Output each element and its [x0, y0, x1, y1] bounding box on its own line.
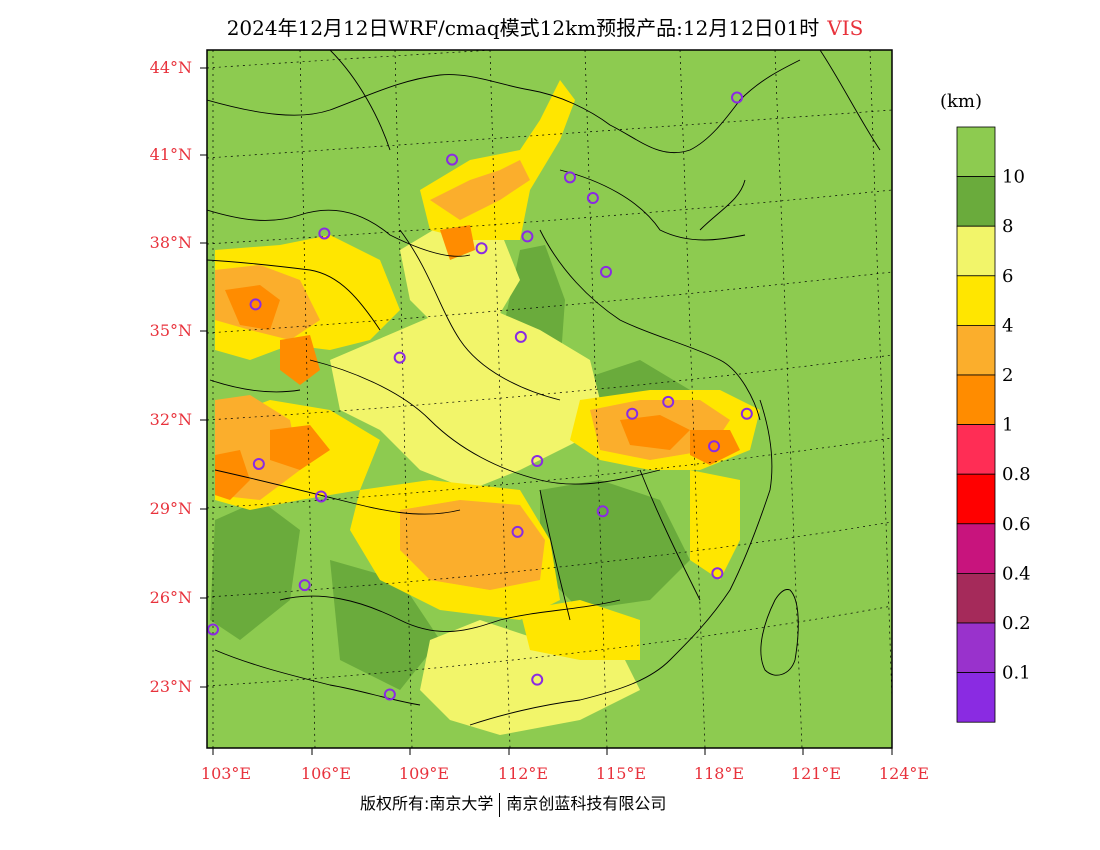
station-marker: [563, 171, 576, 184]
vis-zone-1-2: [270, 425, 330, 470]
vis-zone-4-6: [690, 470, 740, 580]
station-marker: [731, 91, 743, 104]
station-marker: [315, 490, 328, 503]
colorbar-label: 6: [1002, 266, 1013, 287]
credit-left: 版权所有:南京大学: [360, 794, 494, 813]
title-main: 2024年12月12日WRF/cmaq模式12km预报产品:12月12日01时: [226, 16, 820, 40]
vis-zone-6-8: [330, 300, 600, 490]
vis-zone-8-10: [210, 500, 300, 640]
credit-separator: [499, 792, 501, 817]
colorbar-swatch: [956, 374, 996, 425]
colorbar-swatch: [956, 473, 996, 525]
lat-label: 35°N: [150, 321, 192, 340]
graticule: [207, 50, 892, 748]
station-marker: [475, 242, 488, 255]
station-marker: [514, 330, 527, 343]
colorbar-swatch: [956, 523, 996, 574]
station-marker: [511, 525, 524, 538]
lat-label: 38°N: [150, 233, 192, 252]
station-marker: [298, 579, 311, 592]
lat-label: 23°N: [150, 677, 192, 696]
vis-zone-2-4: [430, 160, 530, 220]
vis-zone-1-2: [280, 335, 320, 385]
colorbar-swatch: [956, 126, 996, 177]
chart-title: 2024年12月12日WRF/cmaq模式12km预报产品:12月12日01时 V…: [0, 12, 1090, 41]
axis-ticks: [200, 67, 893, 755]
lon-label: 115°E: [596, 764, 646, 783]
colorbar-label: 1: [1002, 415, 1013, 436]
station-marker: [708, 440, 721, 453]
vis-zone-1-2: [690, 430, 740, 465]
station-markers: [207, 91, 753, 701]
vis-zone-1-2: [440, 225, 475, 260]
station-marker: [740, 407, 753, 420]
colorbar-label: 4: [1002, 315, 1013, 336]
vis-zone-4-6: [520, 600, 640, 660]
station-marker: [531, 455, 544, 468]
colorbar-label: 0.6: [1002, 514, 1031, 535]
colorbar-swatch: [956, 275, 996, 326]
vis-zone-2-4: [400, 500, 545, 590]
colorbar-label: 0.2: [1002, 613, 1031, 634]
station-marker: [662, 395, 675, 408]
map-frame: [206, 49, 893, 749]
colorbar-label: 0.4: [1002, 563, 1031, 584]
station-marker: [383, 688, 396, 701]
lon-label: 103°E: [201, 764, 251, 783]
boundary-lines: [207, 50, 881, 726]
credit-right: 南京创蓝科技有限公司: [506, 794, 667, 813]
lon-label: 106°E: [301, 764, 351, 783]
lat-label: 32°N: [150, 410, 192, 429]
station-marker: [446, 153, 459, 166]
lat-label: 41°N: [150, 145, 192, 164]
visibility-field: [210, 80, 760, 735]
colorbar-label: 0.1: [1002, 663, 1031, 684]
credit-line: 版权所有:南京大学 南京创蓝科技有限公司: [360, 790, 666, 817]
colorbar-label: 10: [1002, 167, 1025, 188]
station-marker: [207, 623, 219, 636]
vis-zone-8-10: [540, 480, 690, 610]
colorbar-swatch: [956, 225, 996, 277]
colorbar-label: 2: [1002, 365, 1013, 386]
lon-label: 109°E: [399, 764, 449, 783]
station-marker: [521, 230, 534, 243]
lon-label: 112°E: [498, 764, 548, 783]
vis-zone-8-10: [330, 560, 440, 690]
colorbar-label: 0.8: [1002, 464, 1031, 485]
colorbar-swatch: [956, 672, 996, 723]
colorbar-label: 8: [1002, 216, 1013, 237]
vis-zone-1-2: [215, 450, 250, 500]
lat-label: 29°N: [150, 499, 192, 518]
colorbar-swatch: [956, 573, 996, 624]
lat-label: 44°N: [150, 58, 192, 77]
latitude-labels: 44°N 41°N 38°N 35°N 32°N 29°N 26°N 23°N: [150, 58, 192, 696]
station-marker: [596, 505, 609, 518]
colorbar-swatch: [956, 622, 996, 673]
colorbar-unit: (km): [940, 91, 982, 112]
lon-label: 121°E: [791, 764, 841, 783]
station-marker: [249, 298, 262, 311]
lat-label: 26°N: [150, 588, 192, 607]
station-marker: [393, 351, 406, 364]
colorbar-swatch: [956, 324, 996, 376]
vis-zone-1-2: [620, 415, 690, 450]
colorbar-swatch: [956, 424, 996, 475]
station-marker: [531, 673, 544, 686]
title-variable: VIS: [827, 16, 864, 40]
station-marker: [586, 192, 599, 205]
longitude-labels: 103°E 106°E 109°E 112°E 115°E 118°E 121°…: [201, 764, 929, 783]
colorbar-swatch: [956, 176, 996, 227]
station-marker: [600, 265, 612, 278]
vis-zone-6-8: [400, 220, 520, 330]
station-marker: [252, 457, 265, 470]
station-marker: [318, 227, 331, 240]
station-marker: [626, 407, 639, 420]
lon-label: 124°E: [879, 764, 929, 783]
lon-label: 118°E: [694, 764, 744, 783]
colorbar: 10 8 6 4 2 1 0.8 0.6 0.4 0.2 0.1: [956, 126, 1031, 723]
station-marker: [711, 567, 724, 580]
